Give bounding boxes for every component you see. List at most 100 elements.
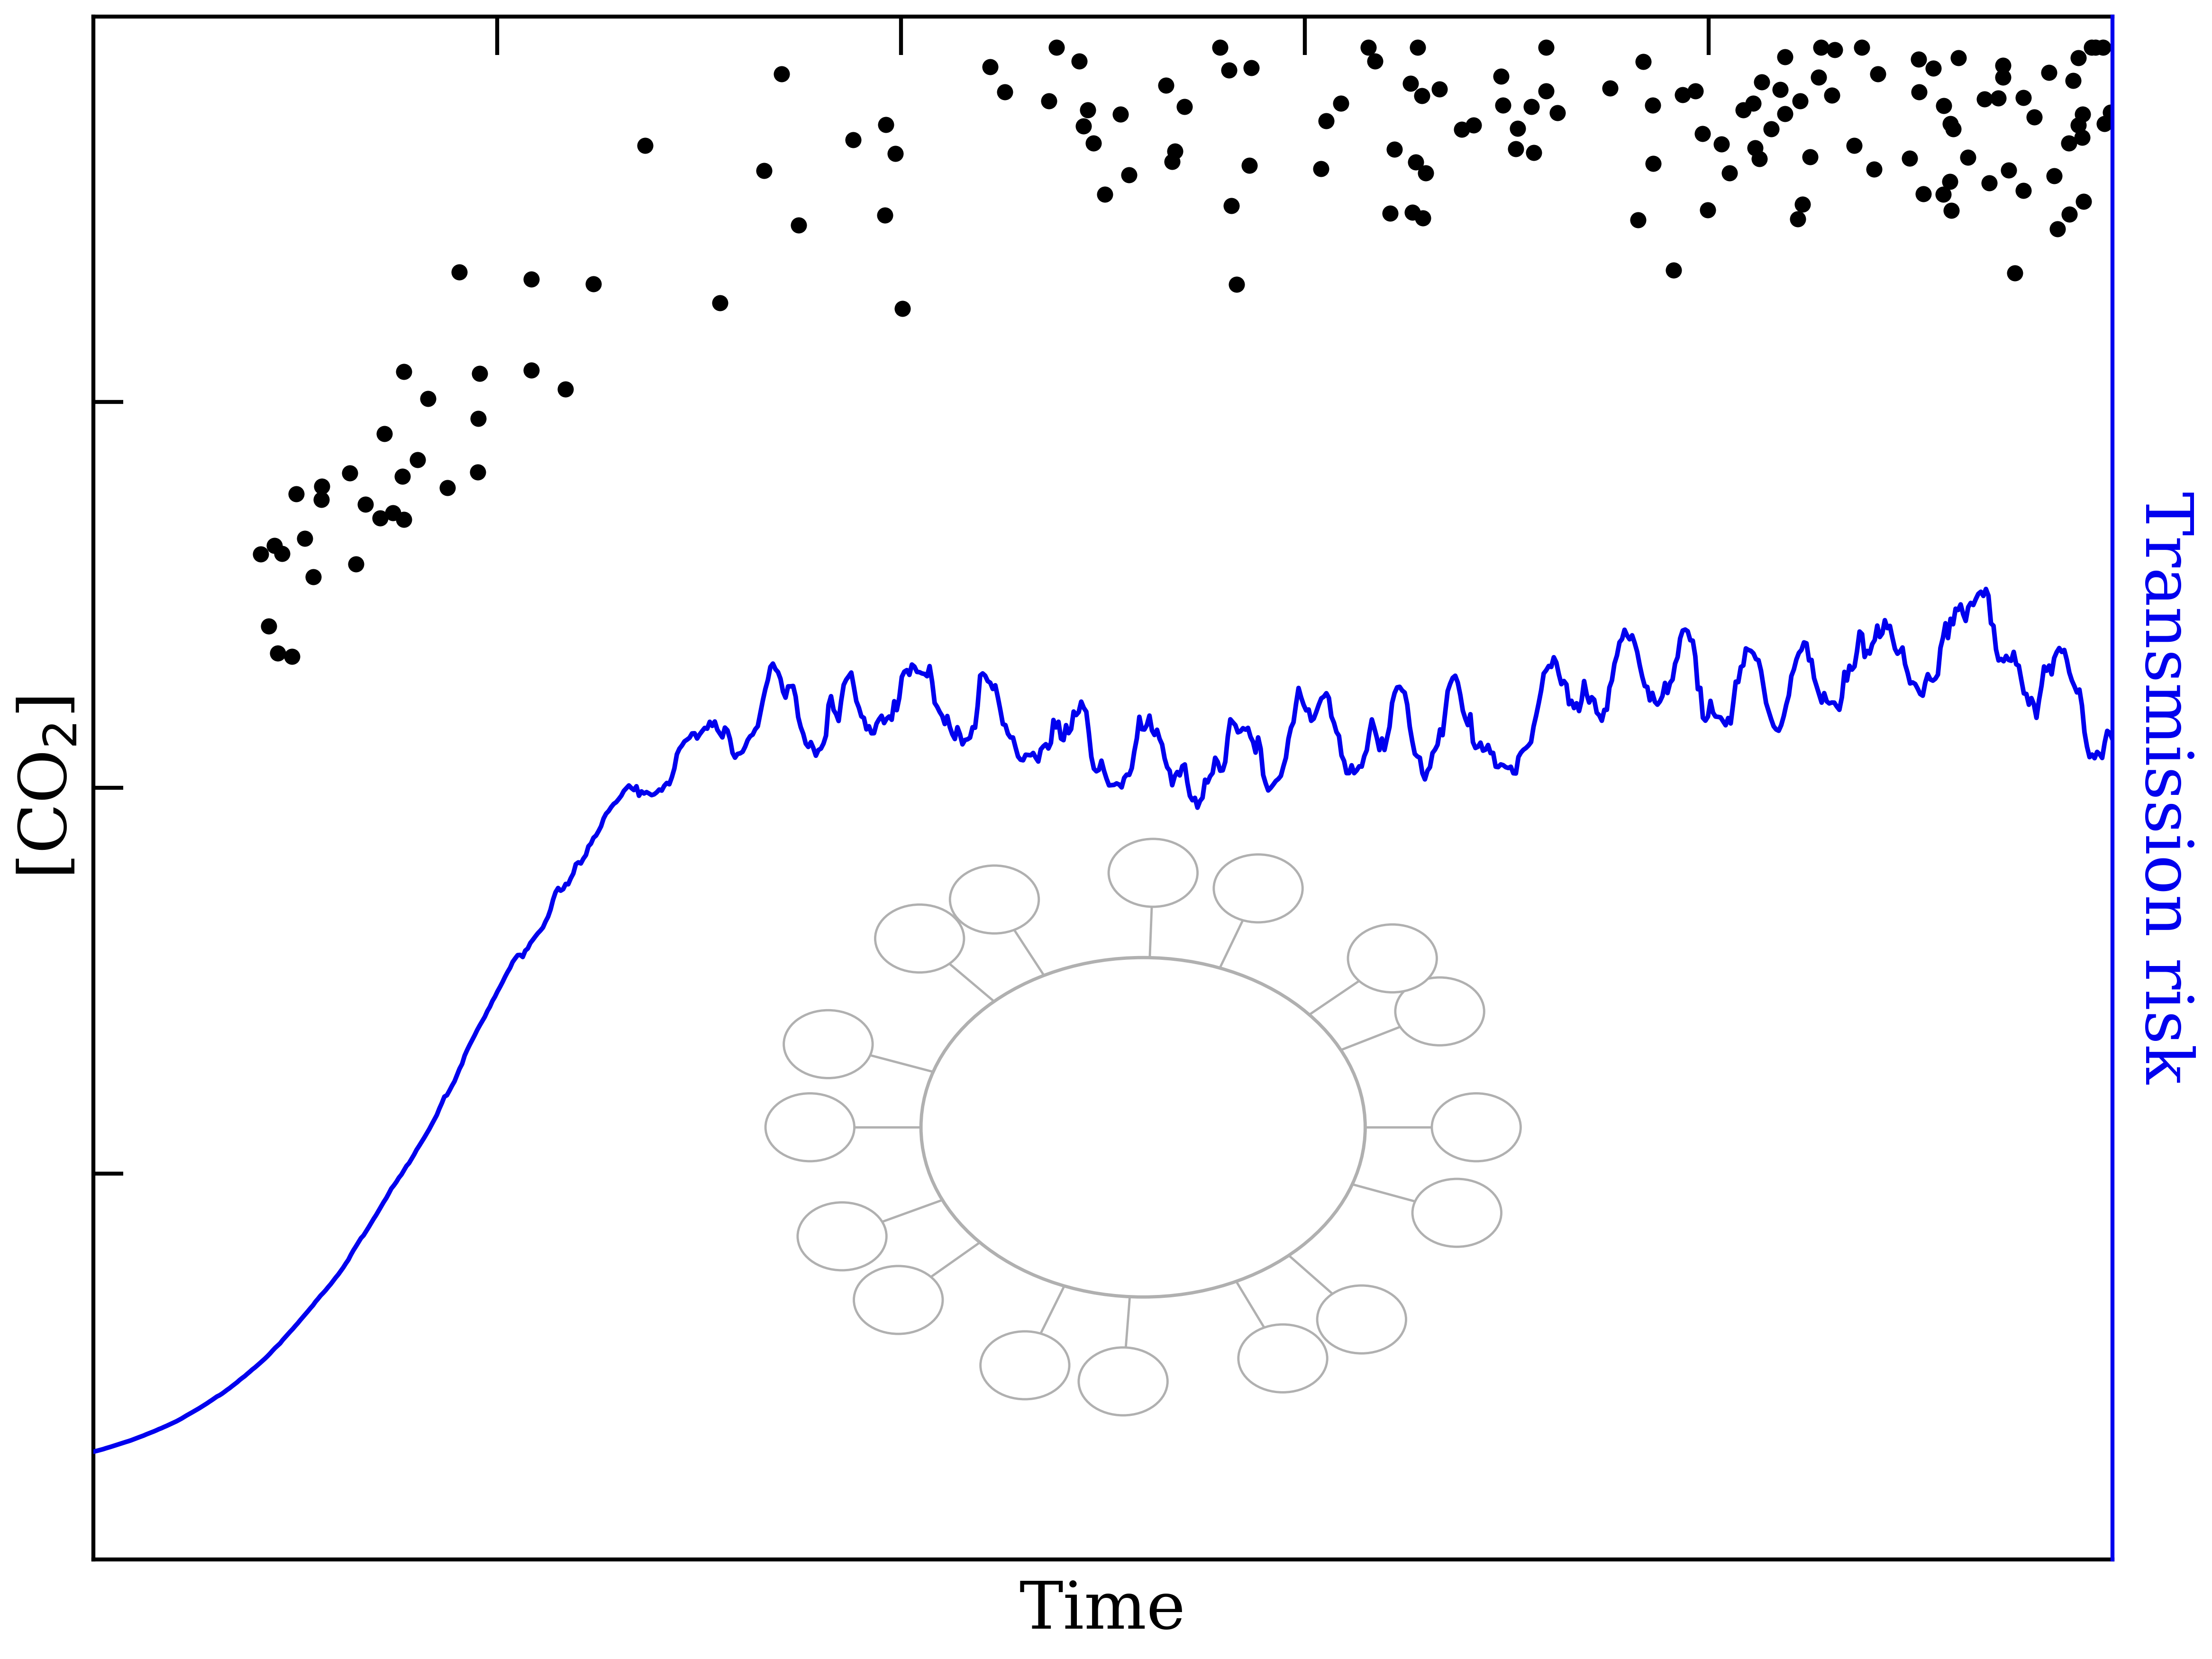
Point: [1916, 55, 1951, 81]
Point: [376, 499, 411, 526]
Point: [1040, 35, 1075, 61]
Point: [2055, 68, 2090, 95]
Point: [1214, 192, 1250, 219]
Y-axis label: [CO$_2$]: [CO$_2$]: [15, 697, 80, 879]
Point: [1635, 93, 1670, 119]
Point: [429, 474, 465, 501]
Point: [1593, 75, 1628, 101]
Point: [385, 358, 420, 385]
Point: [1232, 153, 1267, 179]
Circle shape: [1413, 1180, 1502, 1248]
Point: [1814, 81, 1849, 108]
Point: [1690, 197, 1725, 224]
Point: [549, 377, 584, 403]
Point: [347, 491, 383, 518]
Point: [1951, 144, 1986, 171]
Point: [338, 551, 374, 577]
Point: [303, 473, 338, 499]
Point: [1407, 159, 1442, 186]
Circle shape: [876, 904, 964, 972]
Point: [2039, 216, 2075, 242]
Point: [2017, 103, 2053, 129]
Point: [836, 126, 872, 153]
Point: [1980, 85, 2015, 111]
Point: [1157, 138, 1192, 164]
Point: [1086, 181, 1121, 207]
Circle shape: [949, 866, 1040, 934]
Point: [781, 212, 816, 239]
Point: [1763, 76, 1798, 103]
Point: [259, 640, 294, 667]
Point: [2051, 129, 2086, 156]
Point: [1845, 35, 1880, 61]
Point: [1933, 169, 1969, 196]
Point: [1754, 116, 1790, 143]
X-axis label: Time: Time: [1020, 1579, 1186, 1642]
Point: [1933, 197, 1969, 224]
Point: [885, 295, 920, 322]
Point: [1927, 181, 1962, 207]
Point: [1528, 78, 1564, 105]
Point: [257, 533, 292, 559]
Point: [1818, 36, 1854, 63]
Point: [274, 644, 310, 670]
Point: [703, 290, 739, 317]
Point: [1997, 260, 2033, 287]
Point: [1422, 76, 1458, 103]
Point: [1394, 199, 1429, 226]
Point: [400, 446, 436, 473]
Circle shape: [783, 1010, 872, 1078]
Point: [513, 265, 549, 292]
Point: [1234, 55, 1270, 81]
Point: [1933, 109, 1969, 136]
Point: [1486, 91, 1522, 118]
Point: [462, 360, 498, 387]
Point: [1405, 204, 1440, 231]
Point: [2037, 163, 2073, 189]
Point: [442, 259, 478, 285]
Point: [1635, 151, 1670, 178]
Point: [1168, 93, 1203, 119]
Point: [1400, 35, 1436, 61]
Point: [1455, 111, 1491, 138]
Point: [1307, 108, 1343, 134]
Point: [1405, 83, 1440, 109]
Point: [1303, 156, 1338, 182]
Point: [1743, 70, 1778, 96]
Point: [628, 133, 664, 159]
Point: [1148, 71, 1183, 98]
Point: [2086, 35, 2121, 61]
Point: [1031, 88, 1066, 114]
Point: [1936, 116, 1971, 143]
Point: [1856, 156, 1891, 182]
Point: [1626, 48, 1661, 75]
Point: [2077, 35, 2112, 61]
Circle shape: [1239, 1324, 1327, 1392]
Point: [460, 405, 495, 431]
Point: [1803, 35, 1838, 61]
Point: [513, 357, 549, 383]
Point: [1783, 88, 1818, 114]
Point: [1686, 121, 1721, 148]
Point: [1219, 270, 1254, 297]
Point: [1398, 149, 1433, 176]
Point: [2062, 45, 2097, 71]
Point: [2064, 124, 2099, 151]
Point: [1374, 201, 1409, 227]
Point: [1444, 116, 1480, 143]
Point: [250, 612, 285, 639]
Circle shape: [1396, 977, 1484, 1045]
Point: [411, 385, 447, 411]
Point: [1075, 129, 1110, 156]
Point: [1513, 93, 1548, 119]
Point: [2086, 111, 2121, 138]
Circle shape: [1431, 1093, 1520, 1161]
Point: [1062, 48, 1097, 75]
Point: [1528, 35, 1564, 61]
Point: [1927, 93, 1962, 119]
Point: [1540, 100, 1575, 126]
Point: [1104, 101, 1139, 128]
Point: [1155, 148, 1190, 174]
Point: [2075, 35, 2110, 61]
Point: [1376, 136, 1411, 163]
